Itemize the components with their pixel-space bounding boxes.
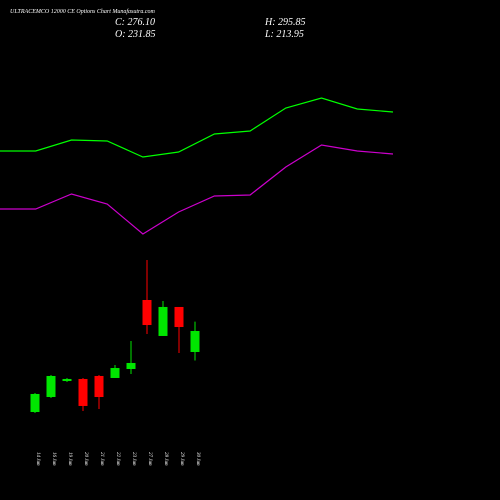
candle-body [158, 306, 168, 336]
x-tick-label: 29 Jun [179, 452, 184, 466]
candle-body [174, 306, 184, 328]
chart-title: ULTRACEMCO 12000 CE Options Chart Munafa… [10, 8, 156, 15]
ohlc-label: H: 295.85 [264, 17, 306, 28]
x-tick-label: 30 Jun [195, 452, 200, 466]
candle-body [110, 368, 120, 378]
x-tick-label: 20 Jun [83, 452, 88, 466]
ohlc-label: L: 213.95 [264, 29, 304, 40]
x-tick-label: 27 Jun [147, 452, 152, 466]
x-tick-label: 16 Jun [51, 452, 56, 466]
x-tick-label: 21 Jun [99, 452, 104, 466]
candle-body [30, 393, 40, 413]
candle-body [142, 300, 152, 326]
candle-body [46, 375, 56, 398]
x-tick-label: 14 Jun [35, 452, 40, 466]
indicator-line [0, 144, 394, 235]
candle-body [190, 330, 200, 352]
x-tick-label: 28 Jun [163, 452, 168, 466]
x-tick-label: 22 Jun [115, 452, 120, 466]
ohlc-label: O: 231.85 [115, 29, 156, 40]
x-tick-label: 19 Jun [67, 452, 72, 466]
candle-body [62, 378, 72, 382]
candle-body [126, 362, 136, 370]
candle-body [94, 375, 104, 398]
candle-body [78, 378, 88, 406]
ohlc-label: C: 276.10 [115, 17, 155, 28]
x-tick-label: 23 Jun [131, 452, 136, 466]
indicator-line [0, 97, 394, 158]
